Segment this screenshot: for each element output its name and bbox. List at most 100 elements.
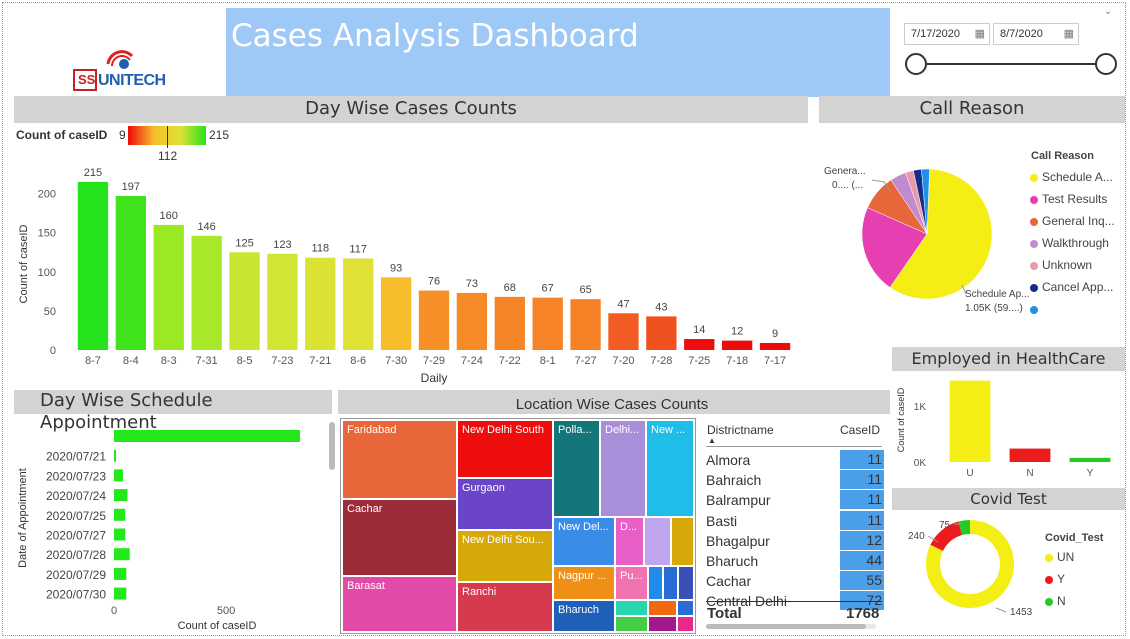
treemap-tile[interactable]: Polla... — [553, 420, 600, 517]
table-row[interactable]: Bahraich 11 — [706, 470, 884, 490]
treemap-tile[interactable] — [677, 616, 694, 632]
treemap-tile[interactable]: Ranchi — [457, 582, 553, 632]
legend-item[interactable]: General Inq... — [1030, 214, 1115, 228]
legend-item[interactable]: Cancel App... — [1030, 280, 1113, 294]
day-bar[interactable] — [267, 253, 298, 350]
treemap-tile[interactable] — [671, 517, 694, 566]
treemap-tile[interactable] — [648, 566, 663, 600]
day-bar[interactable] — [532, 297, 563, 350]
treemap-tile[interactable]: Gurgaon — [457, 478, 553, 530]
legend-item[interactable]: Walkthrough — [1030, 236, 1109, 250]
day-bar[interactable] — [153, 224, 184, 350]
legend-item[interactable]: Schedule A... — [1030, 170, 1113, 184]
schedule-scrollbar[interactable] — [329, 422, 335, 470]
treemap-selection-frame[interactable] — [340, 418, 696, 634]
x-tick-label: 8-5 — [237, 355, 253, 367]
table-row[interactable]: Almora 11 — [706, 450, 884, 470]
day-bar[interactable] — [418, 290, 450, 350]
y-tick-label: 150 — [38, 228, 56, 240]
calendar-icon[interactable]: ▦ — [974, 28, 985, 40]
treemap-tile[interactable] — [663, 566, 678, 600]
date-slider-end-handle[interactable] — [1095, 53, 1117, 75]
schedule-bar[interactable] — [114, 489, 128, 502]
treemap-tile[interactable]: Barasat — [342, 576, 457, 632]
day-bar[interactable] — [115, 195, 146, 350]
treemap-tile[interactable]: Cachar — [342, 499, 457, 576]
treemap-tile[interactable] — [615, 600, 648, 616]
legend-item[interactable]: Test Results — [1030, 192, 1107, 206]
date-slider-track[interactable] — [916, 63, 1106, 65]
day-bar[interactable] — [343, 258, 374, 350]
schedule-bar[interactable] — [114, 567, 127, 580]
day-bar[interactable] — [608, 313, 639, 350]
col-header-district[interactable]: Districtname — [707, 423, 774, 437]
legend-label: Test Results — [1042, 192, 1108, 206]
day-bar[interactable] — [77, 181, 109, 350]
schedule-bar[interactable] — [114, 548, 130, 561]
day-bar[interactable] — [646, 316, 677, 350]
gradient-legend-mid: 112 — [158, 149, 178, 163]
start-date-input[interactable]: 7/17/2020 ▦ — [904, 23, 990, 45]
treemap-tile[interactable]: Nagpur ... — [553, 566, 615, 600]
treemap-tile[interactable]: New Delhi Sou... — [457, 530, 553, 582]
day-bar[interactable] — [456, 292, 488, 350]
pie-slice[interactable] — [861, 207, 928, 288]
col-header-caseid[interactable]: CaseID — [840, 423, 881, 437]
schedule-bar[interactable] — [114, 528, 126, 541]
treemap-tile[interactable] — [644, 517, 671, 566]
legend-item[interactable]: Unknown — [1030, 258, 1092, 272]
day-bar[interactable] — [494, 296, 525, 350]
treemap-tile[interactable]: D... — [615, 517, 644, 566]
legend-item[interactable]: N — [1045, 594, 1066, 608]
slicer-menu-icon[interactable]: ⌄ — [1104, 6, 1113, 17]
table-scroll-thumb[interactable] — [706, 624, 866, 629]
calendar-icon[interactable]: ▦ — [1063, 28, 1074, 40]
end-date-input[interactable]: 8/7/2020 ▦ — [993, 23, 1079, 45]
employed-bar[interactable] — [949, 380, 991, 462]
x-tick-label: 7-28 — [650, 355, 672, 367]
day-bar[interactable] — [570, 299, 601, 350]
schedule-bar[interactable] — [114, 508, 126, 521]
schedule-bar[interactable] — [114, 449, 116, 462]
date-slider-start-handle[interactable] — [905, 53, 927, 75]
table-row[interactable]: Cachar 55 — [706, 571, 884, 591]
treemap-tile[interactable] — [648, 616, 677, 632]
bar-data-label: 47 — [617, 298, 629, 310]
pie-slice[interactable] — [889, 168, 993, 300]
donut-data-label: 1453 — [1010, 607, 1033, 618]
schedule-bar[interactable] — [114, 469, 123, 482]
pie-slice[interactable] — [921, 168, 930, 235]
table-row[interactable]: Balrampur 11 — [706, 490, 884, 510]
treemap-tile[interactable]: New Delhi South — [457, 420, 553, 478]
legend-item[interactable]: Y — [1045, 572, 1065, 586]
day-bar[interactable] — [722, 340, 753, 350]
table-row[interactable]: Bhagalpur 12 — [706, 530, 884, 551]
day-bar[interactable] — [759, 342, 791, 350]
treemap-tile[interactable]: New Del... — [553, 517, 615, 566]
treemap-tile[interactable]: Pu... — [615, 566, 648, 600]
treemap-tile[interactable]: Delhi... — [600, 420, 646, 517]
treemap-tile[interactable] — [678, 566, 694, 600]
table-row[interactable]: Bharuch 44 — [706, 551, 884, 571]
treemap-tile[interactable]: Faridabad — [342, 420, 457, 499]
schedule-bar[interactable] — [114, 587, 127, 600]
donut-slice[interactable] — [926, 520, 1014, 608]
sort-asc-icon[interactable]: ▲ — [708, 436, 716, 445]
day-bar[interactable] — [191, 235, 222, 350]
donut-slice[interactable] — [930, 521, 963, 551]
schedule-bar[interactable] — [114, 430, 300, 442]
legend-item[interactable] — [1030, 302, 1042, 316]
treemap-tile[interactable] — [677, 600, 694, 616]
day-bar[interactable] — [380, 277, 412, 350]
employed-bar[interactable] — [1069, 457, 1111, 462]
treemap-tile[interactable]: Bharuch — [553, 600, 615, 632]
day-bar[interactable] — [229, 252, 260, 350]
employed-bar[interactable] — [1009, 448, 1051, 462]
treemap-tile[interactable]: New ... — [646, 420, 694, 517]
treemap-tile[interactable] — [648, 600, 677, 616]
day-bar[interactable] — [305, 257, 336, 350]
table-row[interactable]: Basti 11 — [706, 510, 884, 531]
legend-item[interactable]: UN — [1045, 550, 1074, 564]
day-bar[interactable] — [684, 339, 715, 350]
treemap-tile[interactable] — [615, 616, 648, 632]
